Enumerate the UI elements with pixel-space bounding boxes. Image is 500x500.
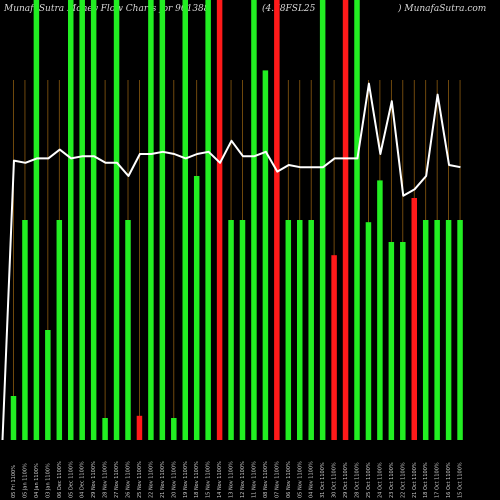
x-tick-label: 26 Nov 1100% bbox=[126, 461, 132, 498]
chart-title-middle: (4.78FSL25 bbox=[262, 4, 316, 14]
x-tick-label: 31 Oct 1100% bbox=[320, 462, 326, 498]
bar bbox=[113, 0, 120, 440]
x-tick-label: 18 Oct 1100% bbox=[423, 462, 429, 498]
bar bbox=[171, 418, 177, 440]
bar bbox=[205, 0, 211, 440]
bar bbox=[182, 0, 188, 440]
x-tick-label: 13 Nov 1100% bbox=[229, 461, 235, 498]
bar bbox=[125, 220, 131, 440]
x-tick-label: 28 Oct 1100% bbox=[355, 462, 361, 498]
x-tick-label: 21 Nov 1100% bbox=[160, 461, 166, 498]
bar bbox=[10, 396, 17, 440]
x-tick-label: 03 Jan 1100% bbox=[45, 463, 51, 498]
bar bbox=[342, 0, 349, 440]
bar bbox=[148, 0, 154, 440]
x-tick-label: 17 Oct 1100% bbox=[435, 462, 441, 498]
x-tick-label: 05 Nov 1100% bbox=[297, 461, 303, 498]
bar bbox=[68, 0, 74, 440]
x-tick-label: 11 Nov 1100% bbox=[251, 461, 257, 498]
bar bbox=[285, 220, 292, 440]
x-tick-label: 04 Nov 1100% bbox=[309, 461, 315, 498]
bar bbox=[308, 220, 314, 440]
x-tick-label: 22 Oct 1100% bbox=[400, 462, 406, 498]
bar bbox=[331, 255, 337, 440]
x-tick-label: 06 Nov 1100% bbox=[286, 461, 292, 498]
x-tick-label: 19 Nov 1100% bbox=[183, 461, 189, 498]
x-tick-label: 07 Nov 1100% bbox=[274, 461, 280, 498]
bar bbox=[400, 242, 406, 440]
bar bbox=[319, 0, 326, 440]
x-tick-label: 04 Dec 1100% bbox=[80, 461, 86, 498]
bar bbox=[434, 220, 440, 440]
bar bbox=[79, 0, 85, 440]
bar bbox=[274, 0, 280, 440]
x-tick-label: 24 Oct 1100% bbox=[377, 462, 383, 498]
x-tick-label: 29 Oct 1100% bbox=[343, 462, 349, 498]
bar bbox=[90, 0, 97, 440]
x-tick-label: 15 Nov 1100% bbox=[206, 461, 212, 498]
x-tick-label: 04 Jan 1100% bbox=[34, 463, 40, 498]
x-tick-label: 06 Dec 1100% bbox=[57, 461, 63, 498]
x-tick-label: 12 Nov 1100% bbox=[240, 461, 246, 498]
x-tick-label: 25 Nov 1100% bbox=[137, 461, 143, 498]
bar bbox=[377, 180, 383, 440]
x-tick-label: 25 Oct 1100% bbox=[366, 462, 372, 498]
bar bbox=[251, 0, 257, 440]
x-tick-label: 29 Nov 1100% bbox=[91, 461, 97, 498]
x-tick-label: 28 Nov 1100% bbox=[103, 461, 109, 498]
x-tick-label: 15 Oct 1100% bbox=[458, 462, 464, 498]
x-tick-label: 05 Dec 1100% bbox=[68, 461, 74, 498]
chart-title-left: MunafaSutra Money Flow Charts for 901388 bbox=[4, 4, 210, 14]
bar bbox=[239, 220, 246, 440]
bar bbox=[216, 0, 223, 440]
bar bbox=[45, 330, 51, 440]
x-tick-label: 18 Nov 1100% bbox=[194, 461, 200, 498]
x-tick-label: 27 Nov 1100% bbox=[114, 461, 120, 498]
x-tick-label: 20 Nov 1100% bbox=[171, 461, 177, 498]
bar bbox=[457, 220, 463, 440]
bar bbox=[228, 220, 234, 440]
bar bbox=[193, 176, 200, 440]
x-tick-label: 21 Oct 1100% bbox=[412, 462, 418, 498]
bar bbox=[445, 220, 452, 440]
x-tick-label: 30 Oct 1100% bbox=[332, 462, 338, 498]
x-tick-label: 05 Fri 1100% bbox=[11, 465, 17, 498]
bar bbox=[411, 198, 417, 440]
x-tick-label: 14 Nov 1100% bbox=[217, 461, 223, 498]
bar bbox=[297, 220, 303, 440]
bar bbox=[56, 220, 63, 440]
bar bbox=[33, 0, 40, 440]
bar bbox=[136, 415, 143, 440]
bar bbox=[422, 220, 429, 440]
bar bbox=[22, 220, 28, 440]
bars bbox=[10, 0, 463, 441]
bar bbox=[159, 0, 166, 440]
x-tick-label: 08 Nov 1100% bbox=[263, 461, 269, 498]
chart-title-right: ) MunafaSutra.com bbox=[398, 4, 487, 14]
bar bbox=[102, 418, 108, 440]
bar bbox=[365, 222, 372, 440]
bar bbox=[388, 242, 395, 440]
x-tick-label: 22 Nov 1100% bbox=[148, 461, 154, 498]
bar bbox=[354, 0, 360, 440]
x-tick-label: 16 Oct 1100% bbox=[446, 462, 452, 498]
money-flow-line bbox=[1, 82, 461, 441]
x-tick-label: 05 Jan 1100% bbox=[22, 463, 28, 498]
x-axis-tick-labels: 05 Fri 1100% 05 Jan 1100% 04 Jan 1100% 03 J… bbox=[11, 461, 464, 498]
bar bbox=[262, 70, 269, 441]
x-tick-label: 23 Oct 1100% bbox=[389, 462, 395, 498]
